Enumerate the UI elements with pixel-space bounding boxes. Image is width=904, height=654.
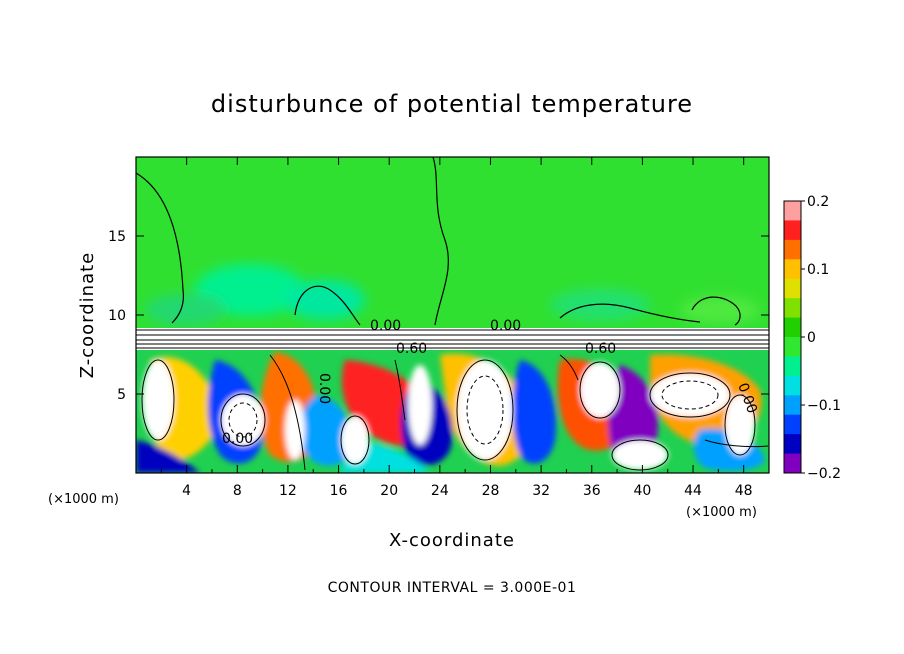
colorbar: 0.2 0.1 0 −0.1 −0.2 (783, 194, 841, 482)
plot-area (136, 157, 769, 473)
x-axis-unit-right: (×1000 m) (686, 505, 757, 520)
chart-title: disturbunce of potential temperature (211, 90, 693, 118)
x-tick-label: 20 (380, 483, 398, 499)
x-tick-label: 4 (182, 483, 191, 499)
colorbar-swatch (784, 434, 801, 455)
y-tick-label: 15 (108, 229, 126, 245)
x-tick-label: 32 (532, 483, 550, 499)
colorbar-swatch (784, 298, 801, 319)
colorbar-tick-label: −0.1 (807, 398, 841, 414)
y-axis: 5 10 15 (108, 229, 769, 403)
inversion-band-contours (136, 329, 769, 349)
y-tick-label: 10 (108, 308, 126, 324)
x-tick-label: 36 (583, 483, 601, 499)
colorbar-tick-label: −0.2 (807, 466, 841, 482)
colorbar-swatch (784, 317, 801, 338)
y-tick-label: 5 (117, 387, 126, 403)
contour-interval: CONTOUR INTERVAL = 3.000E-01 (328, 580, 577, 596)
contour-label: 0.60 (396, 341, 427, 357)
x-tick-label: 8 (233, 483, 242, 499)
x-tick-label: 12 (279, 483, 297, 499)
y-axis-label: Z-coordinate (77, 252, 98, 379)
colorbar-tick-label: 0.1 (807, 262, 829, 278)
lower-anomalies (136, 352, 765, 473)
inversion-band-white (136, 328, 769, 350)
x-tick-label: 44 (684, 483, 702, 499)
x-tick-label: 24 (431, 483, 449, 499)
colorbar-swatch (784, 356, 801, 377)
colorbar-swatch (784, 259, 801, 280)
contour-label: 0.00 (370, 318, 401, 334)
x-tick-label: 16 (330, 483, 348, 499)
colorbar-swatch (784, 453, 801, 474)
lower-contours (141, 354, 769, 471)
colorbar-swatch (784, 201, 801, 221)
colorbar-swatch (784, 278, 801, 299)
contour-label: 0.00 (222, 431, 253, 447)
colorbar-tick-label: 0 (807, 330, 816, 346)
contour-label: 0.60 (585, 341, 616, 357)
colorbar-swatch (784, 375, 801, 396)
colorbar-swatch (784, 395, 801, 416)
colorbar-swatch (784, 239, 801, 260)
contour-label: 0.00 (316, 373, 332, 404)
colorbar-swatch (784, 220, 801, 241)
x-tick-label: 40 (633, 483, 651, 499)
colorbar-tick-label: 0.2 (807, 194, 829, 210)
colorbar-swatch (784, 337, 801, 357)
x-tick-label: 28 (482, 483, 500, 499)
x-axis: 4 8 12 16 20 24 28 32 36 40 44 48 (160, 157, 753, 499)
x-axis-label: X-coordinate (389, 530, 515, 551)
upper-contours (136, 157, 741, 326)
contour-label: 0.00 (490, 318, 521, 334)
x-tick-label: 48 (735, 483, 753, 499)
x-axis-unit-left: (×1000 m) (48, 492, 119, 507)
colorbar-swatch (784, 414, 801, 435)
